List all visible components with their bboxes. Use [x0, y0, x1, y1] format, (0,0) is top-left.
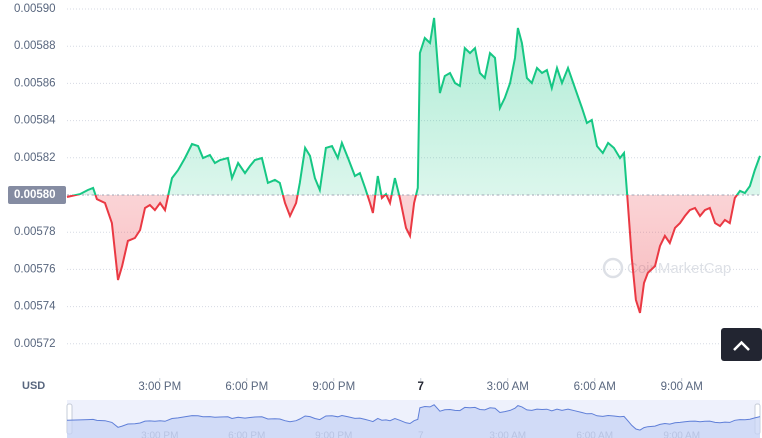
x-tick-label: 3:00 AM — [487, 381, 529, 393]
x-tick-label: 9:00 AM — [661, 381, 703, 393]
navigator-line — [66, 404, 761, 431]
x-tick-label: 7 — [418, 381, 424, 393]
baseline-label-bg — [8, 186, 66, 204]
x-tick-label: 6:00 AM — [574, 381, 616, 393]
y-tick-label: 0.00588 — [14, 40, 56, 52]
button-bg[interactable] — [721, 328, 762, 361]
x-tick-label: 9:00 PM — [312, 381, 355, 393]
x-tick-label: 3:00 PM — [138, 381, 181, 393]
line-down — [66, 195, 739, 314]
area-up — [67, 17, 760, 195]
y-tick-label: 0.00574 — [14, 301, 56, 313]
watermark-logo — [602, 257, 624, 279]
y-tick-label: 0.00576 — [14, 263, 56, 275]
y-tick-label: 0.00584 — [14, 115, 56, 127]
area-down — [67, 195, 760, 313]
x-tick-label: 6:00 PM — [225, 381, 268, 393]
y-tick-label: 0.00580 — [14, 189, 56, 201]
y-tick-label: 0.00590 — [14, 3, 56, 15]
y-tick-label: 0.00582 — [14, 152, 56, 164]
chevron-icon — [733, 340, 750, 351]
watermark: CoinMarketCap — [602, 257, 731, 279]
y-tick-label: 0.00586 — [14, 77, 56, 89]
y-tick-label: 0.00572 — [14, 338, 56, 350]
line-up — [71, 17, 761, 195]
y-tick-label: 0.00578 — [14, 226, 56, 238]
y-unit: USD — [22, 380, 45, 392]
scroll-top-button[interactable] — [721, 328, 762, 361]
